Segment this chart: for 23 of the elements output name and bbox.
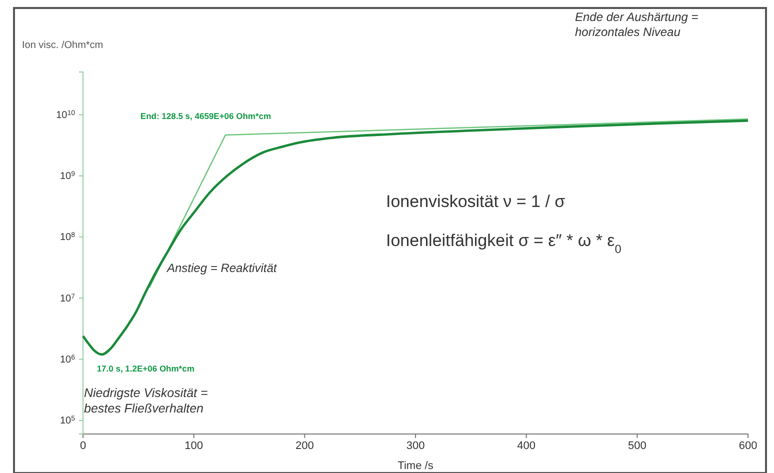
- y-tick-label: 10$^{7}$: [60, 292, 76, 304]
- x-tick-label: 400: [517, 440, 536, 452]
- annotation: Anstieg = Reaktivität: [166, 261, 278, 275]
- x-tick-label: 600: [738, 440, 758, 452]
- text: Ende der Aushärtung = horizontales Niveau: [575, 10, 698, 39]
- annotation: End: 128.5 s, 4659E+06 Ohm*cm: [140, 111, 272, 122]
- annotation: Ionenviskosität ν = 1 / σ: [386, 192, 566, 211]
- x-tick-label: 100: [184, 440, 204, 452]
- x-tick-label: 500: [628, 440, 646, 452]
- y-tick-label: 10$^{9}$: [60, 170, 76, 182]
- y-tick-label: 10$^{5}$: [60, 415, 76, 427]
- y-tick-label: 10$^{10}$: [56, 109, 76, 121]
- y-tick-label: 10$^{8}$: [60, 232, 76, 244]
- annotation: 17.0 s, 1.2E+06 Ohm*cm: [96, 363, 195, 374]
- x-tick-label: 0: [80, 440, 86, 452]
- annotation: Ionenleitfähigkeit σ = ε″ * ω * ε$_{0}$: [386, 231, 622, 256]
- y-tick-label: 10$^{6}$: [60, 354, 76, 366]
- x-tick-label: 300: [406, 440, 425, 452]
- line-series: [82, 119, 750, 356]
- x-tick-label: 200: [295, 440, 314, 452]
- annotation: Niedrigste Viskosität = bestes Fließverhalten: [84, 386, 208, 416]
- y-axis-title: Ion visc. /Ohm*cm: [22, 40, 104, 51]
- x-axis-title: Time /s: [398, 460, 434, 472]
